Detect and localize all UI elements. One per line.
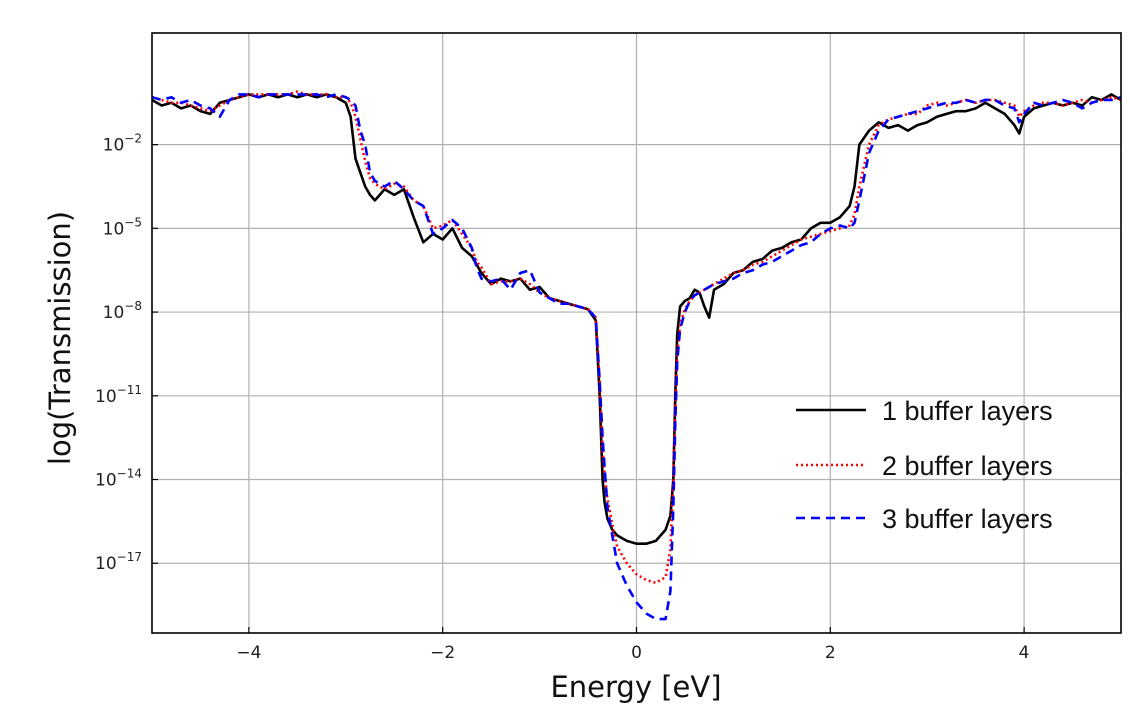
x-tick-label: −4 bbox=[236, 643, 261, 663]
grid-lines bbox=[152, 33, 1121, 633]
x-tick-label: 0 bbox=[631, 643, 642, 663]
legend-label-1: 1 buffer layers bbox=[882, 396, 1053, 426]
series-line-3 bbox=[152, 93, 1121, 621]
series-layer bbox=[152, 90, 1121, 621]
y-tick-label: 10−5 bbox=[103, 215, 142, 239]
x-axis-title: Energy [eV] bbox=[550, 670, 721, 704]
y-tick-label: 10−14 bbox=[95, 467, 142, 491]
y-axis-title: log(Transmission) bbox=[43, 211, 77, 465]
x-tick-label: −2 bbox=[430, 643, 455, 663]
series-line-1 bbox=[152, 93, 1121, 545]
legend-label-3: 3 buffer layers bbox=[882, 504, 1053, 534]
x-tick-label: 4 bbox=[1019, 643, 1030, 663]
legend-label-2: 2 buffer layers bbox=[882, 451, 1053, 481]
y-tick-label: 10−2 bbox=[103, 132, 142, 156]
legend: 1 buffer layers 2 buffer layers 3 buffer l… bbox=[796, 396, 1053, 534]
y-tick-label: 10−17 bbox=[95, 550, 142, 574]
x-tick-label: 2 bbox=[825, 643, 836, 663]
y-axis-ticks: 10−2 10−5 10−8 10−11 10−14 10−17 bbox=[95, 132, 158, 574]
y-tick-label: 10−8 bbox=[103, 299, 142, 323]
y-tick-label: 10−11 bbox=[95, 383, 142, 407]
x-axis-ticks: −4 −2 0 2 4 bbox=[236, 627, 1030, 663]
